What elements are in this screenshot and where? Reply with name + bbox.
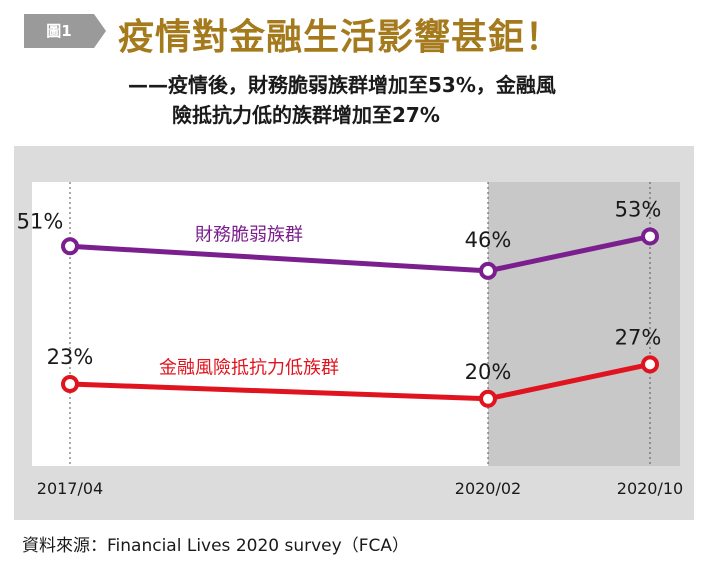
- data-point: [61, 237, 79, 256]
- data-point: [479, 389, 497, 408]
- figure-tag-label: 圖1: [46, 22, 72, 40]
- subtitle-line-2: 險抵抗力低的族群增加至27%: [172, 103, 440, 127]
- data-point: [479, 261, 497, 280]
- page-title: 疫情對金融生活影響甚鉅！: [118, 16, 563, 58]
- x-tick-label: 2020/10: [617, 479, 683, 498]
- line-chart: 2017/04 2020/02 2020/10 51% 46% 53% 財務脆弱族群 23% 2…: [14, 146, 694, 520]
- chart-area: 2017/04 2020/02 2020/10 51% 46% 53% 財務脆弱族群 23% 2…: [14, 146, 694, 520]
- page-subtitle: ——疫情後，財務脆弱族群增加至53%，金融風 險抵抗力低的族群增加至27%: [128, 70, 713, 130]
- data-label: 23%: [47, 345, 94, 369]
- source-note: 資料來源：Financial Lives 2020 survey（FCA）: [22, 536, 409, 556]
- data-label: 53%: [615, 197, 662, 221]
- subtitle-line-1: ——疫情後，財務脆弱族群增加至53%，金融風: [128, 73, 556, 97]
- data-label: 46%: [465, 228, 512, 252]
- x-tick-label: 2020/02: [455, 479, 521, 498]
- data-point: [641, 355, 659, 374]
- series-name-label: 金融風險抵抗力低族群: [159, 357, 339, 378]
- shaded-period: [488, 182, 680, 466]
- data-label: 51%: [17, 209, 64, 233]
- data-label: 27%: [615, 325, 662, 349]
- series-name-label: 財務脆弱族群: [195, 225, 303, 246]
- x-tick-label: 2017/04: [37, 479, 103, 498]
- data-point: [641, 227, 659, 246]
- figure-tag: 圖1: [24, 14, 106, 48]
- data-point: [61, 375, 79, 394]
- data-label: 20%: [465, 360, 512, 384]
- figure-tag-arrow: [24, 14, 106, 48]
